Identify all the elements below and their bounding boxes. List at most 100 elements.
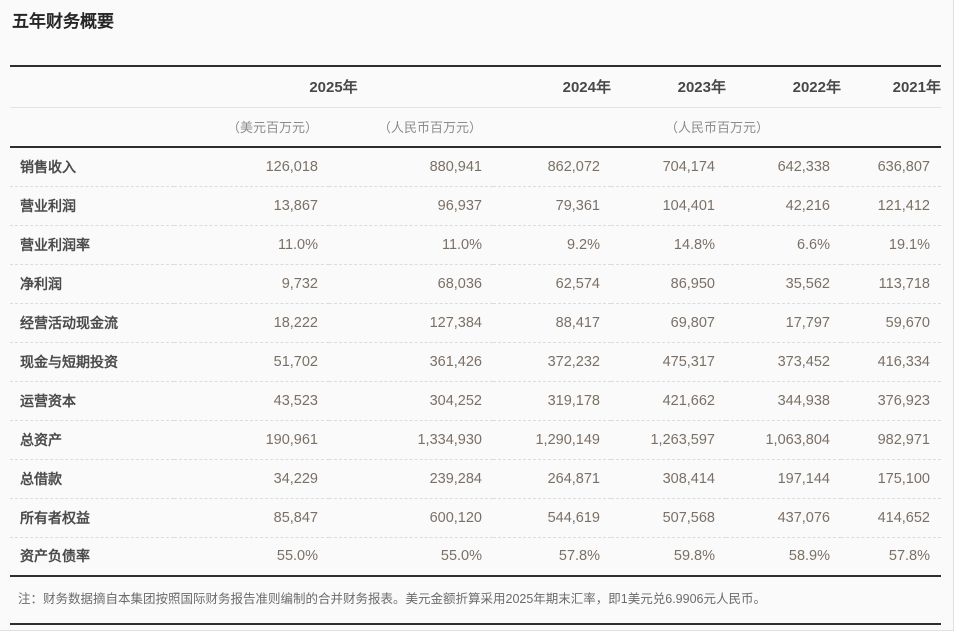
value-2022: 344,938	[777, 392, 830, 409]
table-row: 资产负债率 55.0% 55.0% 57.8% 59.8% 58.9% 57.8…	[10, 537, 941, 576]
value-2022: 437,076	[777, 509, 830, 526]
row-label: 资产负债率	[20, 548, 90, 565]
value-2022: 1,063,804	[765, 431, 830, 448]
unit-header-row: （美元百万元） （人民币百万元） （人民币百万元）	[10, 107, 941, 147]
table-row: 营业利润 13,867 96,937 79,361 104,401 42,216…	[10, 186, 941, 225]
year-header-2025: 2025年	[309, 79, 358, 97]
value-2025-usd: 190,961	[265, 431, 318, 448]
corner-cell	[10, 66, 174, 107]
value-2022: 642,338	[777, 158, 830, 175]
value-2025-usd: 18,222	[273, 314, 318, 331]
value-2023: 14.8%	[673, 236, 715, 253]
value-2025-rmb: 127,384	[429, 314, 482, 331]
value-2024: 1,290,149	[535, 431, 600, 448]
value-2022: 197,144	[777, 470, 830, 487]
value-2025-usd: 9,732	[281, 275, 318, 292]
value-2021: 416,334	[877, 353, 930, 370]
year-header-2022: 2022年	[792, 79, 841, 97]
value-2025-rmb: 96,937	[437, 197, 482, 214]
year-header-2021: 2021年	[892, 79, 941, 97]
value-2025-usd: 51,702	[273, 353, 318, 370]
value-2021: 175,100	[877, 470, 930, 487]
value-2021: 982,971	[877, 431, 930, 448]
value-2025-usd: 11.0%	[277, 236, 318, 253]
year-header-2023: 2023年	[677, 79, 726, 97]
table-row: 现金与短期投资 51,702 361,426 372,232 475,317 3…	[10, 342, 941, 381]
unit-header-rmb-2025: （人民币百万元）	[377, 120, 482, 136]
value-2022: 6.6%	[796, 236, 830, 253]
year-header-2024: 2024年	[562, 79, 611, 97]
value-2025-usd: 43,523	[273, 392, 318, 409]
value-2021: 19.1%	[888, 236, 930, 253]
value-2024: 319,178	[547, 392, 600, 409]
value-2024: 264,871	[547, 470, 600, 487]
value-2021: 414,652	[877, 509, 930, 526]
value-2025-usd: 13,867	[273, 197, 318, 214]
row-label: 净利润	[20, 275, 62, 292]
value-2024: 62,574	[555, 275, 600, 292]
row-label: 销售收入	[20, 158, 76, 175]
row-label: 总资产	[20, 431, 62, 448]
unit-header-rmb-prior-years: （人民币百万元）	[664, 120, 769, 136]
value-2025-rmb: 239,284	[429, 470, 482, 487]
value-2023: 69,807	[670, 314, 715, 331]
value-2023: 475,317	[662, 353, 715, 370]
value-2024: 57.8%	[558, 548, 600, 565]
table-row: 销售收入 126,018 880,941 862,072 704,174 642…	[10, 147, 941, 186]
row-label: 营业利润率	[20, 236, 90, 253]
value-2022: 58.9%	[788, 548, 830, 565]
value-2025-rmb: 11.0%	[441, 236, 482, 253]
row-label: 营业利润	[20, 197, 76, 214]
page-title: 五年财务概要	[12, 12, 114, 31]
table-row: 总资产 190,961 1,334,930 1,290,149 1,263,59…	[10, 420, 941, 459]
value-2023: 507,568	[662, 509, 715, 526]
table-header: 2025年 2024年 2023年 2022年 2021年 （美元百万元） （人…	[10, 66, 941, 147]
table-row: 所有者权益 85,847 600,120 544,619 507,568 437…	[10, 498, 941, 537]
value-2023: 421,662	[662, 392, 715, 409]
value-2025-usd: 34,229	[273, 470, 318, 487]
value-2025-usd: 55.0%	[276, 548, 318, 565]
table-row: 经营活动现金流 18,222 127,384 88,417 69,807 17,…	[10, 303, 941, 342]
value-2022: 373,452	[777, 353, 830, 370]
row-label: 现金与短期投资	[20, 353, 118, 370]
value-2024: 862,072	[547, 158, 600, 175]
value-2022: 35,562	[785, 275, 830, 292]
value-2025-rmb: 55.0%	[440, 548, 482, 565]
value-2023: 1,263,597	[650, 431, 715, 448]
value-2025-rmb: 1,334,930	[417, 431, 482, 448]
table-row: 净利润 9,732 68,036 62,574 86,950 35,562 11…	[10, 264, 941, 303]
financial-table-body: 销售收入 126,018 880,941 862,072 704,174 642…	[10, 147, 941, 576]
value-2023: 59.8%	[673, 548, 715, 565]
value-2025-rmb: 361,426	[429, 353, 482, 370]
five-year-financial-table: 2025年 2024年 2023年 2022年 2021年 （美元百万元） （人…	[10, 65, 941, 577]
value-2022: 17,797	[785, 314, 830, 331]
value-2025-rmb: 68,036	[437, 275, 482, 292]
value-2024: 372,232	[547, 353, 600, 370]
table-row: 总借款 34,229 239,284 264,871 308,414 197,1…	[10, 459, 941, 498]
value-2023: 308,414	[662, 470, 715, 487]
footnote-text: 注：财务数据摘自本集团按照国际财务报告准则编制的合并财务报表。美元金额折算采用2…	[18, 592, 766, 607]
table-row: 营业利润率 11.0% 11.0% 9.2% 14.8% 6.6% 19.1%	[10, 225, 941, 264]
value-2025-rmb: 600,120	[429, 509, 482, 526]
value-2025-rmb: 880,941	[429, 158, 482, 175]
value-2023: 704,174	[662, 158, 715, 175]
value-2024: 544,619	[547, 509, 600, 526]
value-2021: 57.8%	[888, 548, 930, 565]
value-2021: 636,807	[877, 158, 930, 175]
value-2024: 88,417	[555, 314, 600, 331]
corner-cell	[10, 107, 174, 147]
unit-header-usd: （美元百万元）	[226, 120, 318, 136]
value-2021: 376,923	[877, 392, 930, 409]
footnote-bar: 注：财务数据摘自本集团按照国际财务报告准则编制的合并财务报表。美元金额折算采用2…	[10, 577, 941, 625]
value-2025-usd: 85,847	[273, 509, 318, 526]
table-row: 运营资本 43,523 304,252 319,178 421,662 344,…	[10, 381, 941, 420]
value-2021: 121,412	[877, 197, 930, 214]
value-2024: 9.2%	[566, 236, 600, 253]
value-2022: 42,216	[785, 197, 830, 214]
value-2025-rmb: 304,252	[429, 392, 482, 409]
value-2025-usd: 126,018	[265, 158, 318, 175]
row-label: 所有者权益	[20, 509, 90, 526]
value-2021: 113,718	[878, 275, 930, 292]
row-label: 经营活动现金流	[20, 314, 118, 331]
